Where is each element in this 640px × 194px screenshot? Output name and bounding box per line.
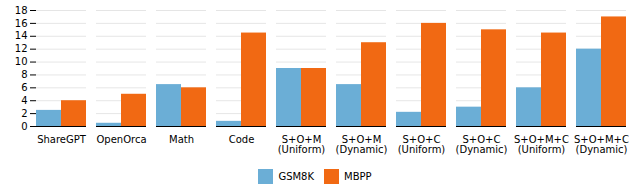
svg-text:12: 12 xyxy=(15,43,28,54)
svg-text:Code: Code xyxy=(229,134,255,145)
svg-text:S+O+C(Dynamic): S+O+C(Dynamic) xyxy=(456,134,508,155)
svg-text:S+O+M(Uniform): S+O+M(Uniform) xyxy=(278,134,326,155)
svg-text:S+O+M(Dynamic): S+O+M(Dynamic) xyxy=(336,134,388,155)
svg-text:S+O+M+C(Uniform): S+O+M+C(Uniform) xyxy=(514,134,569,155)
svg-text:14: 14 xyxy=(15,30,28,41)
svg-text:S+O+M+C(Dynamic): S+O+M+C(Dynamic) xyxy=(574,134,629,155)
svg-text:0: 0 xyxy=(21,121,27,132)
svg-text:18: 18 xyxy=(15,5,28,16)
svg-text:OpenOrca: OpenOrca xyxy=(96,134,146,145)
svg-text:S+O+C(Uniform): S+O+C(Uniform) xyxy=(398,134,446,155)
svg-text:4: 4 xyxy=(21,95,27,106)
svg-text:10: 10 xyxy=(15,56,28,67)
html-text:GSM8K: GSM8K xyxy=(278,171,314,182)
svg-text:Math: Math xyxy=(169,134,194,145)
svg-text:16: 16 xyxy=(15,18,28,29)
svg-text:8: 8 xyxy=(21,69,27,80)
svg-text:2: 2 xyxy=(21,108,27,119)
svg-text:ShareGPT: ShareGPT xyxy=(37,134,87,145)
svg-text:6: 6 xyxy=(21,82,27,93)
html-text:MBPP: MBPP xyxy=(344,171,372,182)
